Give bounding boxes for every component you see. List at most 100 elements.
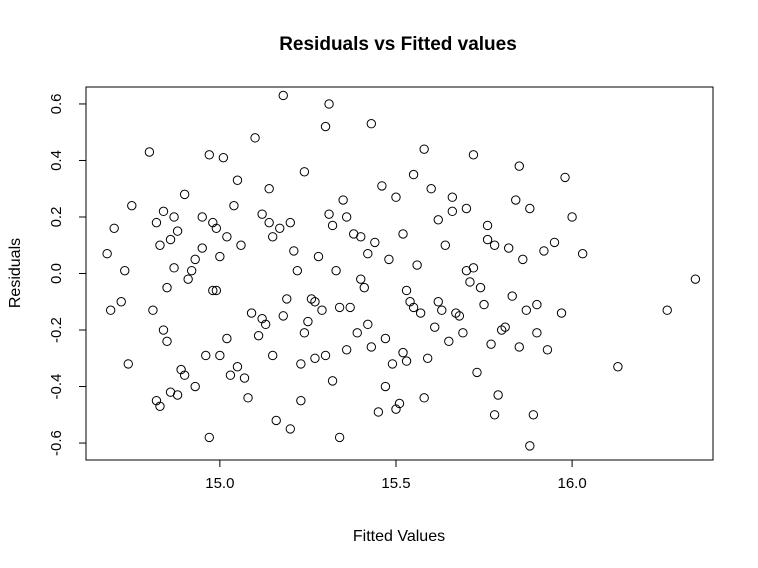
data-point: [398, 229, 408, 239]
data-point: [172, 226, 183, 236]
data-point: [190, 254, 200, 265]
data-point: [158, 206, 169, 217]
y-tick-label: 0.4: [48, 150, 65, 171]
data-point: [243, 393, 253, 403]
data-point: [250, 133, 260, 143]
data-point: [345, 302, 355, 313]
data-point: [377, 181, 387, 191]
x-tick-label: 16.0: [557, 475, 586, 492]
data-point: [468, 150, 479, 160]
data-point: [275, 223, 285, 233]
data-point: [370, 237, 380, 248]
data-point: [356, 274, 366, 284]
data-point: [208, 217, 218, 228]
data-point: [105, 305, 116, 315]
data-point: [419, 144, 429, 154]
data-point: [215, 251, 225, 262]
data-point: [380, 333, 391, 344]
data-point: [373, 407, 384, 417]
data-point: [267, 232, 278, 242]
data-point: [577, 249, 588, 259]
data-point: [542, 345, 553, 355]
data-point: [165, 234, 176, 245]
data-point: [458, 328, 468, 338]
data-point: [366, 119, 377, 129]
data-point: [352, 328, 362, 338]
x-axis-label: Fitted Values: [353, 528, 445, 545]
data-point: [285, 217, 296, 228]
data-point: [172, 390, 183, 400]
data-point: [514, 342, 524, 352]
data-point: [246, 308, 257, 318]
data-point: [430, 322, 440, 332]
data-point: [419, 393, 429, 403]
data-point: [289, 246, 299, 256]
data-point: [204, 432, 214, 443]
data-point: [222, 333, 232, 344]
y-tick-label: -0.4: [48, 374, 65, 400]
data-point: [151, 217, 162, 228]
data-point: [356, 232, 366, 242]
data-point: [503, 243, 514, 253]
data-point: [155, 240, 165, 250]
data-point: [461, 265, 472, 276]
data-point: [299, 328, 310, 338]
data-point: [359, 282, 369, 293]
data-point: [472, 367, 482, 378]
y-tick-label: 0.0: [48, 263, 65, 284]
plot-frame: [85, 86, 714, 461]
data-points: [102, 90, 701, 451]
data-point: [475, 282, 486, 293]
data-point: [179, 189, 190, 200]
data-point: [511, 195, 521, 205]
data-point: [148, 305, 158, 315]
data-point: [324, 209, 334, 219]
data-point: [518, 254, 528, 265]
y-tick-label: -0.6: [48, 430, 65, 456]
x-tick-label: 15.0: [205, 475, 234, 492]
data-point: [116, 297, 126, 307]
data-point: [324, 99, 334, 109]
data-point: [366, 342, 377, 352]
data-point: [500, 322, 510, 332]
data-point: [236, 240, 246, 250]
y-axis-label: Residuals: [7, 238, 24, 308]
data-point: [489, 410, 500, 420]
data-point: [278, 90, 288, 101]
data-point: [239, 373, 250, 383]
data-point: [384, 254, 394, 265]
data-point: [387, 359, 398, 369]
data-point: [613, 362, 623, 372]
data-point: [461, 203, 472, 214]
data-point: [391, 404, 401, 414]
data-point: [454, 311, 465, 321]
data-point: [489, 240, 500, 250]
y-tick-label: -0.2: [48, 317, 65, 343]
x-axis: 15.0 15.5 16.0: [205, 460, 587, 492]
data-point: [232, 175, 243, 185]
data-point: [296, 359, 306, 369]
data-point: [158, 325, 169, 335]
data-point: [556, 308, 567, 318]
data-point: [426, 184, 436, 194]
data-point: [401, 285, 412, 296]
data-point: [201, 350, 211, 361]
data-point: [120, 265, 130, 276]
data-point: [433, 297, 443, 307]
data-point: [257, 314, 267, 324]
data-point: [482, 234, 493, 245]
data-point: [662, 305, 672, 315]
data-point: [155, 401, 165, 412]
data-point: [327, 376, 338, 386]
y-tick-label: 0.6: [48, 94, 65, 115]
data-point: [303, 316, 313, 327]
data-point: [257, 209, 267, 219]
data-point: [215, 350, 225, 361]
data-point: [267, 350, 278, 361]
data-point: [412, 260, 422, 270]
data-point: [334, 302, 345, 313]
data-point: [232, 362, 243, 372]
data-point: [253, 330, 264, 341]
data-point: [109, 223, 119, 233]
